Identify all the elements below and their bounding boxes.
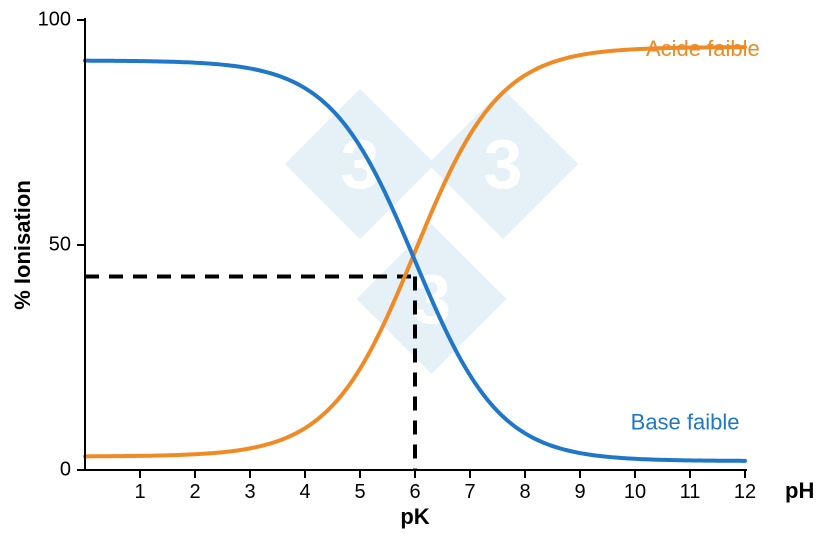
watermark-glyph-1: 3 — [484, 125, 523, 203]
x-tick-label: 9 — [574, 481, 585, 503]
x-tick-label: 5 — [354, 481, 365, 503]
x-tick-label: 3 — [244, 481, 255, 503]
acid-curve — [85, 47, 745, 456]
ionisation-chart: 333050100123456789101112% IonisationpHpK… — [0, 0, 820, 542]
x-tick-label: 12 — [734, 481, 756, 503]
x-tick-label: 11 — [680, 481, 701, 503]
base-series-label: Base faible — [631, 410, 740, 435]
x-tick-label: 7 — [464, 481, 475, 503]
x-tick-label: 4 — [299, 481, 310, 503]
x-tick-label: 2 — [189, 481, 200, 503]
y-tick-label: 0 — [60, 458, 71, 480]
x-tick-label: 1 — [134, 481, 145, 503]
x-tick-label: 8 — [519, 481, 530, 503]
acid-series-label: Acide faible — [646, 36, 760, 61]
x-axis-title: pH — [785, 478, 814, 503]
watermark-glyph-0: 3 — [341, 125, 380, 203]
pk-label: pK — [400, 504, 429, 529]
y-tick-label: 50 — [49, 233, 71, 255]
x-tick-label: 10 — [624, 481, 646, 503]
x-tick-label: 6 — [409, 481, 420, 503]
y-tick-label: 100 — [38, 8, 71, 30]
y-axis-title: % Ionisation — [10, 180, 35, 310]
